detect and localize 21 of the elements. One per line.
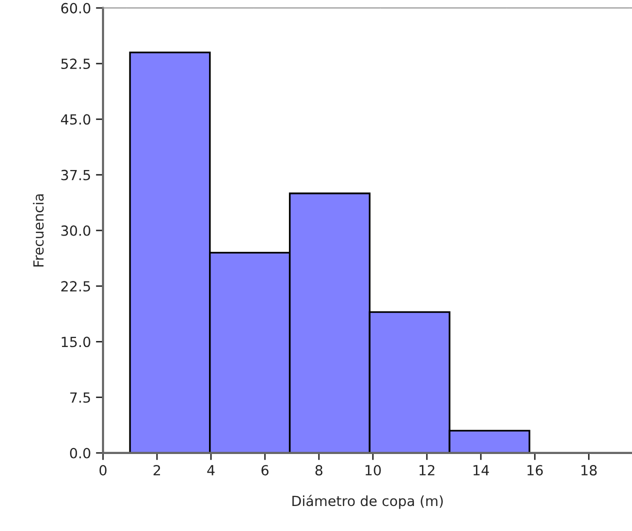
y-tick-label: 30.0 <box>61 225 90 236</box>
y-tick-label: 15.0 <box>62 336 90 348</box>
x-tick-label: 2 <box>154 464 160 476</box>
y-tick-label: 60.0 <box>61 2 90 14</box>
x-tick-label: 12 <box>420 464 434 476</box>
y-tick-label: 37.5 <box>61 170 90 180</box>
x-tick-label: 6 <box>262 464 268 476</box>
y-tick-label: 45.0 <box>60 114 90 125</box>
x-tick-label: 18 <box>582 464 597 476</box>
x-tick-label: 0 <box>100 464 107 476</box>
y-tick-label: 0.0 <box>70 448 90 458</box>
y-axis-title: Frecuencia <box>32 194 44 266</box>
y-tick-label: 52.5 <box>61 58 90 70</box>
y-tick-label: 7.5 <box>70 392 90 403</box>
x-axis-title: Diámetro de copa (m) <box>292 494 443 509</box>
x-tick-label: 4 <box>207 465 215 476</box>
x-tick-label: 10 <box>366 464 381 476</box>
y-tick-label: 22.5 <box>61 281 90 292</box>
x-tick-label: 14 <box>474 465 489 476</box>
x-tick-label: 8 <box>315 464 322 476</box>
x-tick-label: 16 <box>528 464 543 476</box>
